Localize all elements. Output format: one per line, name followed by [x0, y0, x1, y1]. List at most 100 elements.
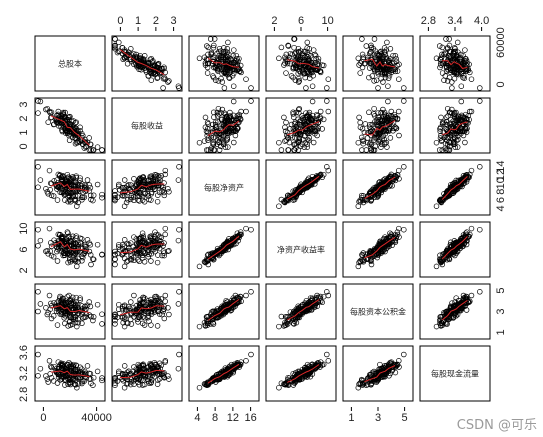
data-point	[99, 191, 105, 198]
data-point	[356, 259, 362, 266]
data-point	[290, 74, 296, 81]
data-point	[148, 77, 155, 83]
lowess-smooth-line	[287, 175, 320, 200]
data-point	[369, 127, 376, 134]
tick-label-top-cash-1: 2.8	[421, 15, 436, 27]
data-point	[449, 85, 455, 91]
panel-2-3	[188, 97, 260, 154]
tick-label-right-res-2: 3	[495, 308, 507, 314]
data-point	[368, 126, 374, 132]
data-point	[176, 226, 182, 233]
data-point	[211, 114, 217, 120]
panel-2-1	[34, 97, 106, 154]
tick-label-right-nav-6: 14	[495, 160, 507, 172]
data-point	[368, 258, 374, 265]
data-point	[375, 110, 381, 116]
data-point	[455, 113, 462, 120]
data-point	[355, 203, 362, 209]
data-point	[218, 75, 224, 82]
data-point	[128, 192, 135, 199]
data-point	[324, 351, 330, 358]
data-point	[302, 114, 308, 121]
data-point	[70, 233, 76, 240]
data-point	[66, 255, 73, 261]
panel-4-2	[111, 221, 183, 278]
panel-1-1: 总股本	[34, 35, 106, 92]
data-point	[155, 232, 161, 238]
data-point	[378, 109, 384, 116]
data-point	[196, 263, 203, 270]
data-point	[394, 229, 401, 235]
data-point	[385, 83, 391, 89]
data-point	[396, 132, 402, 139]
tick-label-top-cash-3: 4.0	[474, 15, 489, 27]
data-point	[162, 225, 169, 232]
data-point	[232, 127, 238, 133]
data-point	[369, 64, 376, 70]
data-point	[196, 323, 203, 330]
lowess-smooth-line	[287, 121, 320, 136]
data-point	[128, 321, 135, 327]
data-point	[443, 114, 450, 120]
data-point	[217, 248, 224, 254]
data-point	[433, 203, 440, 209]
data-point	[158, 173, 165, 179]
data-point	[243, 108, 249, 115]
data-point	[55, 240, 62, 247]
data-point	[384, 39, 390, 46]
data-point	[301, 54, 308, 61]
tick-label-right-nav-1: 4	[495, 205, 507, 211]
data-point	[298, 69, 304, 76]
data-point	[161, 252, 168, 259]
data-point	[59, 176, 65, 182]
data-point	[451, 135, 458, 142]
data-point	[37, 177, 44, 183]
panel-frame	[188, 35, 260, 92]
data-point	[293, 49, 299, 56]
data-point	[152, 229, 158, 235]
data-point	[124, 240, 131, 247]
tick-label-top-eps-4: 3	[171, 15, 177, 27]
tick-label-left-eps-1: 0	[18, 143, 30, 149]
data-point	[293, 145, 299, 151]
data-point	[293, 124, 300, 130]
lowess-smooth-line	[207, 57, 240, 68]
data-point	[46, 292, 53, 299]
data-point	[460, 68, 467, 75]
data-point	[390, 235, 397, 242]
data-point	[84, 363, 91, 369]
data-point	[468, 108, 475, 115]
data-point	[121, 263, 128, 270]
data-point	[359, 197, 366, 203]
data-point	[458, 83, 465, 89]
data-point	[372, 119, 378, 125]
tick-label-left-cash-1: 2.8	[18, 387, 30, 402]
lowess-smooth-line	[207, 363, 240, 384]
data-point	[51, 237, 57, 243]
data-point	[451, 114, 458, 120]
data-point	[142, 190, 148, 197]
data-point	[72, 135, 79, 142]
data-point	[214, 65, 221, 72]
data-point	[355, 55, 362, 62]
data-point	[462, 47, 468, 53]
data-point	[290, 111, 296, 117]
data-point	[48, 243, 55, 250]
data-point	[388, 108, 395, 115]
data-point	[90, 147, 96, 153]
data-point	[278, 44, 285, 51]
data-point	[139, 255, 146, 261]
tick-label-left-roe-2: 6	[18, 246, 30, 252]
data-point	[231, 238, 237, 244]
data-point	[230, 83, 237, 89]
data-point	[86, 135, 92, 141]
data-point	[128, 194, 134, 201]
panel-3-4	[265, 159, 337, 216]
tick-label-bottom-nav-2: 8	[212, 412, 218, 424]
data-point	[161, 64, 167, 70]
data-point	[283, 70, 289, 76]
data-point	[445, 135, 451, 141]
panel-frame	[34, 221, 106, 278]
data-point	[357, 70, 363, 76]
data-point	[210, 44, 217, 51]
